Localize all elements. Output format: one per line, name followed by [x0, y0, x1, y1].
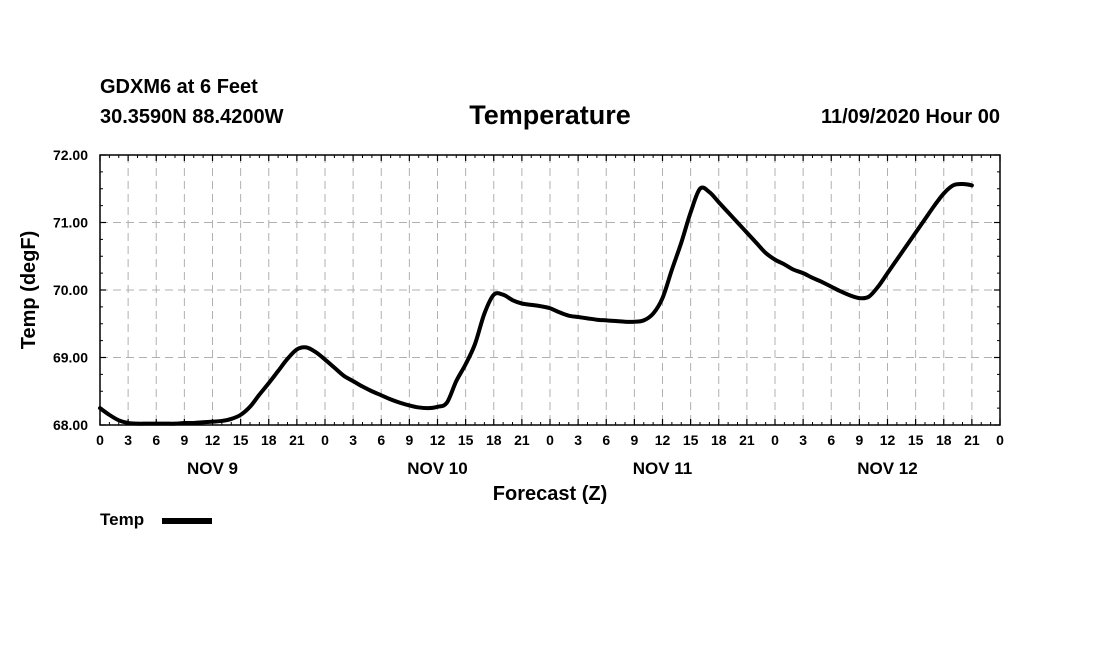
y-tick-label: 72.00	[53, 147, 88, 163]
x-tick-label: 9	[630, 432, 638, 448]
x-tick-label: 3	[124, 432, 132, 448]
x-tick-label: 3	[349, 432, 357, 448]
x-tick-label: 9	[855, 432, 863, 448]
x-tick-label: 9	[180, 432, 188, 448]
chart-title: Temperature	[469, 100, 631, 130]
x-tick-label: 0	[321, 432, 329, 448]
x-tick-label: 18	[261, 432, 277, 448]
x-tick-label: 9	[405, 432, 413, 448]
x-tick-label: 3	[799, 432, 807, 448]
x-tick-label: 6	[827, 432, 835, 448]
x-tick-labels: 0 3 6 9 12 15 18 21 0 3 6 9 12 15 18 21 0 3 6 9 12 15 18 21 0 3 6 9…	[96, 432, 1004, 448]
x-tick-label: 6	[602, 432, 610, 448]
x-axis-label: Forecast (Z)	[493, 483, 607, 505]
x-tick-label: 21	[964, 432, 980, 448]
x-tick-label: 12	[880, 432, 896, 448]
y-tick-label: 68.00	[53, 417, 88, 433]
x-tick-label: 15	[233, 432, 249, 448]
y-axis-label: Temp (degF)	[18, 231, 40, 350]
station-label: GDXM6 at 6 Feet	[100, 76, 258, 98]
x-tick-label: 12	[205, 432, 221, 448]
x-tick-label: 15	[458, 432, 474, 448]
x-tick-label: 18	[486, 432, 502, 448]
x-tick-label: 15	[683, 432, 699, 448]
day-label: NOV 12	[857, 459, 917, 478]
day-label: NOV 9	[187, 459, 238, 478]
x-tick-label: 12	[655, 432, 671, 448]
run-time-label: 11/09/2020 Hour 00	[820, 106, 1000, 128]
plot-frame	[99, 154, 1001, 426]
x-tick-label: 0	[546, 432, 554, 448]
day-label: NOV 10	[407, 459, 467, 478]
x-tick-label: 18	[936, 432, 952, 448]
x-tick-label: 0	[96, 432, 104, 448]
y-tick-label: 71.00	[53, 215, 88, 231]
coordinates-label: 30.3590N 88.4200W	[100, 106, 284, 128]
x-tick-label: 21	[739, 432, 755, 448]
legend-label: Temp	[100, 510, 144, 529]
day-labels: NOV 9 NOV 10 NOV 11 NOV 12	[187, 459, 918, 478]
x-tick-label: 21	[514, 432, 530, 448]
day-label: NOV 11	[633, 459, 693, 478]
y-tick-label: 69.00	[53, 350, 88, 366]
x-tick-label: 15	[908, 432, 924, 448]
x-tick-label: 12	[430, 432, 446, 448]
x-tick-label: 3	[574, 432, 582, 448]
y-tick-labels: 68.00 69.00 70.00 71.00 72.00	[53, 147, 88, 433]
x-tick-label: 0	[996, 432, 1004, 448]
grid-lines	[100, 155, 1000, 425]
x-tick-label: 21	[289, 432, 305, 448]
temp-series-line	[98, 182, 974, 426]
y-tick-label: 70.00	[53, 282, 88, 298]
x-tick-label: 6	[152, 432, 160, 448]
x-tick-label: 6	[377, 432, 385, 448]
x-tick-label: 0	[771, 432, 779, 448]
x-tick-label: 18	[711, 432, 727, 448]
